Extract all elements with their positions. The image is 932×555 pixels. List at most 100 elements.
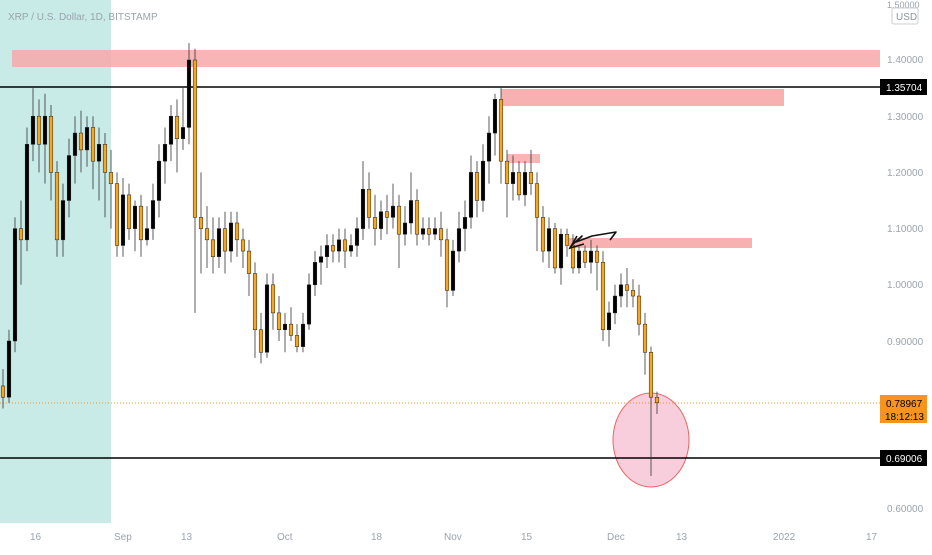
supply-zone-top — [12, 50, 880, 67]
candle-body — [66, 155, 72, 201]
time-label-13a: 13 — [181, 532, 193, 543]
candle-body — [288, 323, 294, 336]
candle-body — [540, 217, 546, 252]
candle-body — [312, 262, 318, 286]
candle-body — [216, 228, 222, 257]
candle-body — [234, 222, 240, 241]
candle-body — [438, 228, 444, 241]
candle-body — [528, 172, 534, 184]
candle-body — [618, 284, 624, 297]
candle-body — [546, 228, 552, 252]
candle-body — [114, 183, 120, 246]
candle-body — [84, 127, 90, 151]
candle-body — [504, 160, 510, 184]
countdown-tag: 18:12:13 — [885, 412, 924, 423]
supply-zone-right-upper — [501, 89, 784, 106]
candle-body — [630, 290, 636, 297]
time-label-15: 15 — [521, 532, 533, 543]
candle-body — [78, 132, 84, 151]
arrow-annotation — [571, 231, 617, 246]
price-tick-1.2: 1.20000 — [887, 168, 924, 179]
supply-zone-small — [507, 154, 540, 163]
candle-body — [180, 127, 186, 139]
candle-body — [390, 205, 396, 218]
level-low-tag-box — [880, 450, 927, 466]
candle-body — [426, 228, 432, 235]
level-low-tag: 0.69006 — [886, 454, 923, 465]
candle-body — [30, 115, 36, 145]
candle-body — [96, 144, 102, 162]
candle-body — [12, 228, 18, 342]
candle-body — [522, 172, 528, 196]
candle-body — [474, 172, 480, 201]
candle-body — [252, 273, 258, 331]
candle-body — [558, 233, 564, 269]
candle-body — [384, 211, 390, 218]
candle-body — [492, 99, 498, 134]
candle-body — [282, 323, 288, 331]
time-label-2022: 2022 — [773, 532, 796, 543]
candle-body — [192, 59, 198, 218]
candle-body — [60, 200, 66, 241]
time-label-oct: Oct — [277, 532, 293, 543]
candle-body — [306, 284, 312, 325]
candle-body — [198, 217, 204, 229]
candle-body — [624, 284, 630, 291]
candle-body — [408, 200, 414, 224]
candle-body — [372, 217, 378, 229]
candle-body — [354, 228, 360, 246]
chart-title: XRP / U.S. Dollar, 1D, BITSTAMP — [8, 12, 158, 23]
candle-body — [108, 172, 114, 184]
price-tick-1.4: 1.40000 — [887, 55, 924, 66]
candle-body — [486, 132, 492, 162]
candle-body — [534, 183, 540, 218]
candle-body — [348, 245, 354, 252]
candle-body — [204, 228, 210, 241]
candle-body — [36, 115, 42, 145]
level-high-tag: 1.35704 — [886, 83, 923, 94]
candle-body — [396, 205, 402, 235]
candle-body — [144, 228, 150, 241]
candle-body — [420, 228, 426, 235]
time-axis[interactable]: 16 Sep 13 Oct 18 Nov 15 Dec 13 2022 17 — [30, 532, 878, 543]
candle-body — [246, 250, 252, 274]
currency-badge-box[interactable] — [891, 7, 919, 25]
candle-body — [126, 194, 132, 229]
candle-body — [132, 205, 138, 229]
candle-body — [432, 228, 438, 235]
candle-body — [300, 323, 306, 347]
candle-body — [330, 245, 336, 252]
candle-body — [642, 323, 648, 353]
candle-body — [570, 245, 576, 269]
candle-body — [18, 228, 24, 241]
candle-body — [510, 172, 516, 184]
candle-body — [366, 189, 372, 218]
candle-body — [186, 59, 192, 128]
candle-body — [42, 115, 48, 145]
candle-body — [162, 144, 168, 162]
last-price-tag-box — [880, 395, 927, 423]
time-label-dec: Dec — [607, 532, 625, 543]
candle-body — [258, 329, 264, 353]
candle-body — [444, 239, 450, 291]
candle-body — [210, 239, 216, 257]
candle-body — [654, 396, 660, 404]
candle-body — [402, 222, 408, 235]
candle-body — [90, 127, 96, 162]
time-label-18: 18 — [371, 532, 383, 543]
candle-body — [264, 284, 270, 353]
price-tick-1.1: 1.10000 — [887, 224, 924, 235]
time-label-17: 17 — [866, 532, 878, 543]
candle-body — [276, 312, 282, 331]
level-high-tag-box — [880, 79, 927, 95]
candle-body — [600, 262, 606, 331]
candle-body — [468, 172, 474, 218]
candle-body — [462, 217, 468, 229]
candle-body — [324, 245, 330, 257]
price-axis[interactable]: 1.50000 USD 1.40000 1.30000 1.20000 1.10… — [887, 0, 924, 515]
candle-body — [72, 132, 78, 156]
candle-body — [414, 200, 420, 235]
candle-body — [378, 211, 384, 229]
